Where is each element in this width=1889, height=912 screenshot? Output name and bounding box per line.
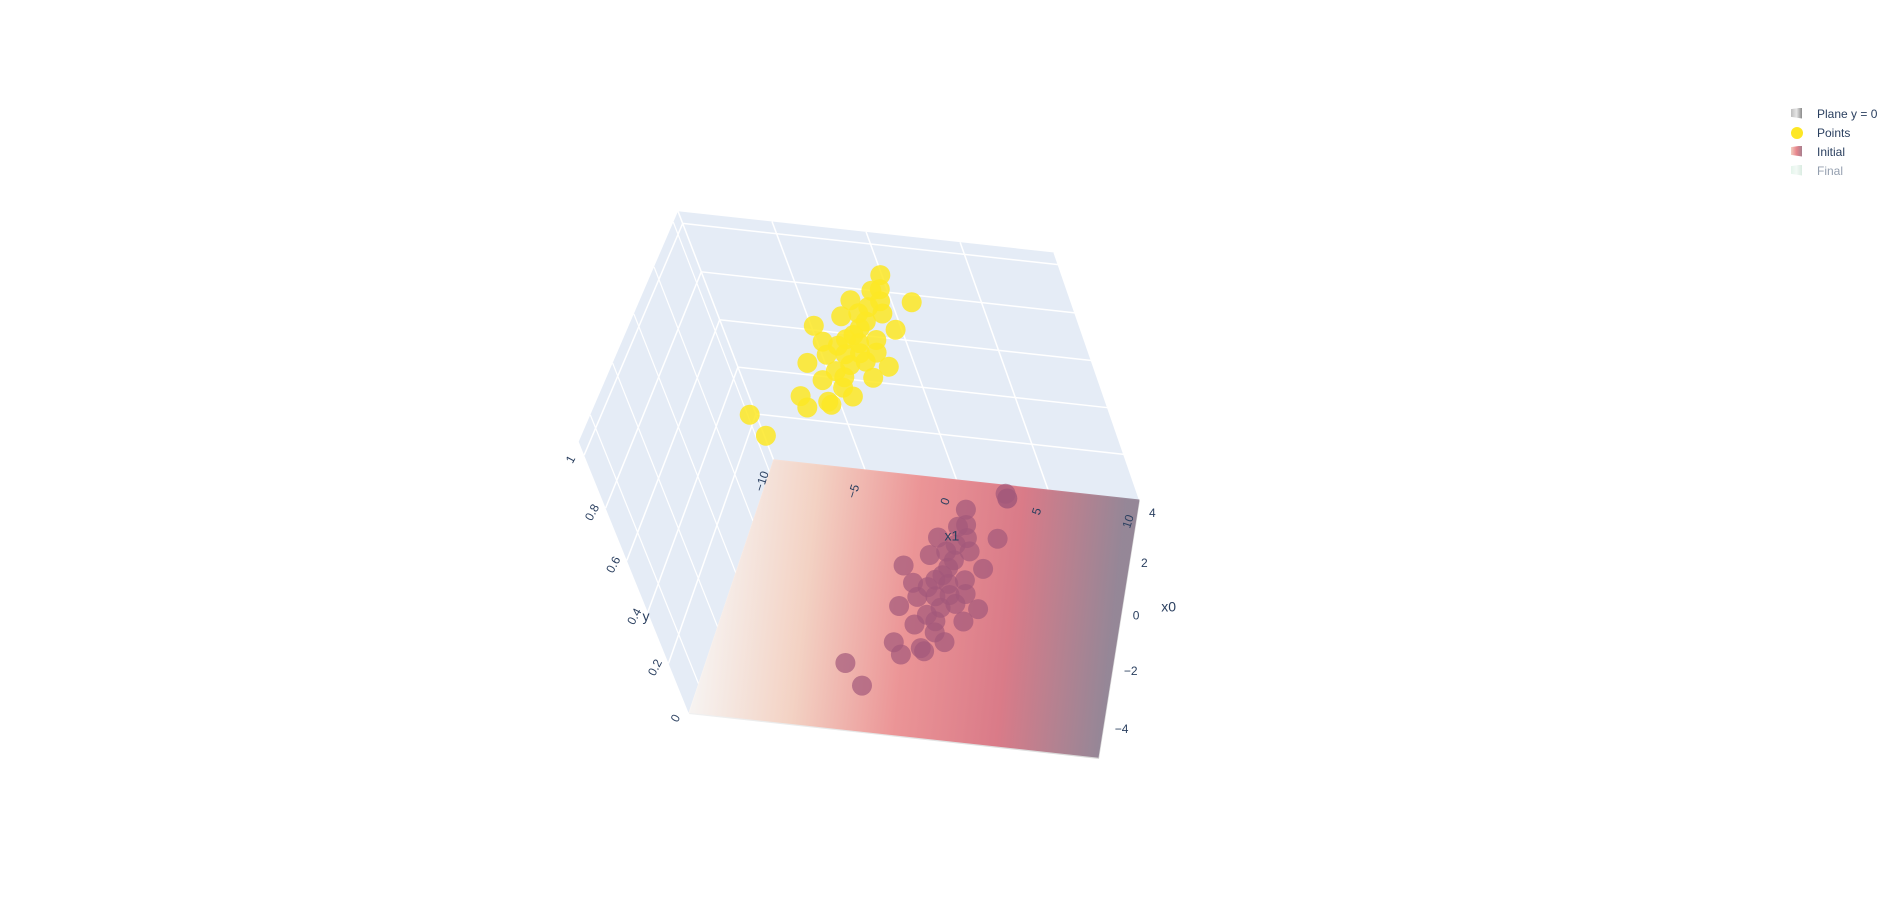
y-tick-label: 0.4: [624, 605, 644, 627]
x0-tick-label: 4: [1149, 506, 1156, 520]
gridline: [959, 241, 1050, 491]
point-marker: [821, 394, 842, 415]
legend-label: Plane y = 0: [1817, 106, 1878, 121]
legend-label: Initial: [1817, 144, 1846, 159]
point-shadow-marker: [852, 675, 872, 696]
surfaces: [688, 459, 1140, 759]
gridline: [633, 313, 737, 574]
gridline: [583, 223, 684, 456]
x0-axis-title: x0: [1161, 598, 1176, 614]
y-tick-label: 0: [668, 712, 684, 725]
point-marker: [885, 319, 906, 340]
legend-label: Points: [1817, 125, 1851, 140]
point-marker: [803, 315, 824, 336]
point-marker: [755, 425, 776, 446]
x1-tick-label: 10: [1119, 513, 1137, 530]
x0-tick-label: −4: [1115, 722, 1129, 736]
point-marker: [863, 367, 884, 388]
x0-tick-label: −2: [1124, 664, 1138, 678]
legend-surface-icon: [1789, 144, 1805, 160]
x0-tick-label: 0: [1133, 609, 1140, 623]
gridline: [672, 221, 771, 473]
point-marker: [816, 344, 837, 365]
point-shadow-marker: [954, 570, 975, 591]
legend-marker-icon: [1789, 125, 1805, 141]
point-shadow-marker: [914, 641, 935, 662]
legend-surface-icon: [1789, 106, 1805, 122]
point-shadow-marker: [973, 558, 994, 579]
point-shadow-marker: [956, 515, 977, 535]
point-shadow-marker: [889, 596, 910, 616]
x1-tick-label: 0: [937, 496, 952, 507]
legend-item-final[interactable]: Final: [1785, 161, 1889, 180]
y-tick-label: 0.2: [645, 657, 665, 679]
y-tick-label: 0.8: [582, 501, 602, 523]
y-tick-label: 0.6: [603, 554, 623, 576]
point-marker: [997, 488, 1018, 509]
x1-tick-label: −10: [752, 469, 772, 493]
gridline: [1053, 252, 1141, 501]
surface-initial: [688, 459, 1140, 758]
legend: Plane y = 0 Points Initial Final: [1785, 104, 1889, 180]
point-shadow-marker: [883, 632, 904, 653]
point-marker: [901, 292, 922, 313]
y-axis-title: y: [643, 608, 650, 624]
side-wall: [578, 211, 774, 714]
gridline: [647, 366, 739, 613]
point-marker: [878, 356, 899, 377]
legend-item-plane-y-0[interactable]: Plane y = 0: [1785, 104, 1889, 123]
point-shadow-marker: [893, 555, 914, 576]
back-wall: [678, 211, 1140, 501]
point-marker: [797, 352, 818, 373]
point-shadow-marker: [955, 499, 976, 520]
point-marker: [870, 265, 891, 286]
y-tick-label: 1: [563, 453, 579, 466]
x1-tick-label: −5: [845, 482, 863, 500]
point-marker: [855, 351, 876, 372]
x1-tick-label: 5: [1029, 506, 1044, 517]
gridline: [626, 319, 721, 561]
x1-axis-title: x1: [945, 528, 960, 544]
legend-item-points[interactable]: Points: [1785, 123, 1889, 142]
legend-label: Final: [1817, 163, 1844, 178]
point-marker: [797, 397, 818, 418]
axis-titles: x0 x1 y: [643, 528, 1177, 625]
gridline: [604, 271, 702, 509]
point-shadow-marker: [987, 528, 1008, 549]
axis-walls: [578, 210, 1141, 715]
point-shadow-marker: [835, 653, 856, 673]
point-marker: [872, 303, 893, 324]
gridline: [667, 413, 757, 664]
point-shadow-marker: [968, 599, 989, 620]
point-marker: [842, 386, 863, 407]
point-shadow-marker: [903, 572, 923, 593]
points-series: [739, 265, 1018, 696]
point-marker: [739, 404, 760, 425]
gridline: [589, 414, 700, 685]
point-marker: [812, 370, 833, 391]
point-shadow-marker: [953, 611, 974, 632]
point-shadow-marker: [928, 527, 948, 548]
point-shadow-marker: [919, 545, 940, 565]
legend-item-initial[interactable]: Initial: [1785, 142, 1889, 161]
gridline: [653, 266, 754, 522]
legend-surface-icon: [1789, 163, 1805, 179]
axis-tick-labels: −4 −2 0 2 4 −10 −5 0 5 10 0 0.2 0.4 0.6 0.8 1: [563, 453, 1156, 736]
x0-tick-label: 2: [1141, 556, 1148, 570]
point-marker: [831, 306, 852, 327]
gridline: [612, 362, 719, 628]
